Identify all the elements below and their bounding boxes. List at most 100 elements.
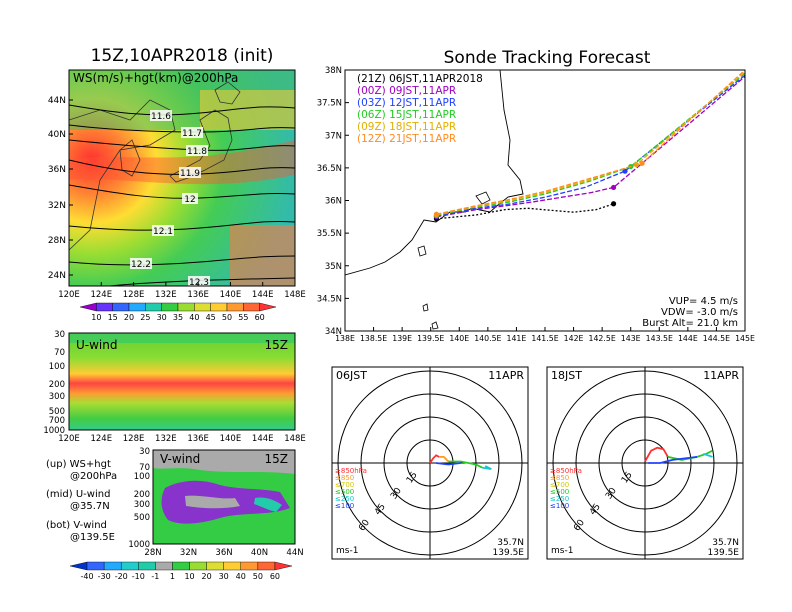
- hodograph-trace: [644, 446, 669, 462]
- hodograph-trace: [439, 456, 450, 463]
- hodograph-unit: ms-1: [336, 546, 358, 556]
- wind-colorbar-label: -1: [151, 572, 159, 581]
- hodograph-time: 18JST: [551, 369, 582, 382]
- hodograph-level-label: ≤700: [550, 481, 569, 489]
- lon-tick-label: 142E: [564, 334, 584, 343]
- hodograph-level-label: ≤500: [550, 488, 569, 496]
- left-title: 15Z,10APR2018 (init): [91, 46, 274, 66]
- info-burst: Burst Alt= 21.0 km: [642, 318, 738, 329]
- uwind-label: U-wind: [76, 338, 117, 352]
- wind-colorbar-cell: [138, 561, 156, 571]
- pressure-tick-label: 300: [134, 500, 150, 510]
- ws-colorbar-label: 20: [124, 313, 134, 322]
- pressure-tick-label: 70: [139, 463, 150, 473]
- hodograph-level-label: ≤850: [550, 474, 569, 482]
- contour-label: 11.8: [187, 147, 207, 157]
- ws-colorbar-cell: [210, 302, 228, 312]
- ws-colorbar-label: 60: [255, 313, 265, 322]
- hodograph-trace: [429, 454, 440, 464]
- ws-colorbar-label: 45: [206, 313, 216, 322]
- wind-colorbar-label: -10: [132, 572, 145, 581]
- info-vup: VUP= 4.5 m/s: [669, 296, 738, 307]
- lon-tick-label: 145E: [735, 334, 755, 343]
- contour-label: 11.6: [151, 112, 171, 122]
- lat-tick-label: 35N: [325, 262, 342, 272]
- ws-map-label: WS(m/s)+hgt(km)@200hPa: [73, 71, 238, 85]
- lon-tick-label: 136E: [187, 290, 209, 300]
- hodograph-unit: ms-1: [551, 546, 573, 556]
- wind-colorbar-cell: [223, 561, 241, 571]
- ws-colorbar-label: 35: [173, 313, 183, 322]
- uwind-field: [69, 333, 295, 430]
- lon-tick-label: 141E: [507, 334, 527, 343]
- ws-colorbar-cell: [145, 302, 162, 312]
- track-marker: [610, 201, 617, 207]
- track-map: [345, 70, 745, 331]
- lat-tick-label: 28N: [144, 548, 161, 558]
- lat-tick-label: 28N: [48, 236, 66, 246]
- track-legend-entry: (00Z) 09JST,11APR: [357, 85, 456, 97]
- wind-colorbar-cell: [274, 561, 293, 571]
- lon-tick-label: 143E: [621, 334, 641, 343]
- ws-colorbar-cell: [194, 302, 211, 312]
- lat-tick-label: 40N: [251, 548, 268, 558]
- wind-colorbar-cell: [103, 561, 122, 571]
- lon-tick-label: 141.5E: [531, 334, 558, 343]
- wind-colorbar-label: 40: [236, 572, 246, 581]
- ws-colorbar-label: 10: [91, 313, 101, 322]
- lon-tick-label: 124E: [90, 434, 112, 444]
- ws-colorbar-cell: [79, 302, 97, 312]
- lon-tick-label: 140E: [220, 434, 242, 444]
- track-legend-entry: (21Z) 06JST,11APR2018: [357, 73, 483, 85]
- info-vdw: VDW= -3.0 m/s: [661, 307, 738, 318]
- lon-tick-label: 148E: [284, 290, 306, 300]
- lon-tick-label: 144E: [678, 334, 698, 343]
- track-marker: [639, 160, 645, 166]
- contour-label: 11.7: [182, 129, 202, 139]
- pressure-tick-label: 300: [49, 392, 65, 402]
- lat-tick-label: 37.5N: [317, 99, 342, 109]
- hodograph-time: 06JST: [336, 369, 367, 382]
- lat-tick-label: 35.5N: [317, 229, 342, 239]
- lon-tick-label: 132E: [155, 434, 177, 444]
- ws-colorbar-label: 15: [108, 313, 118, 322]
- panel-legend-title: (up) WS+hgt: [46, 459, 111, 470]
- ws-colorbar-cell: [112, 302, 130, 312]
- wind-colorbar-label: 1: [170, 572, 175, 581]
- right-title: Sonde Tracking Forecast: [444, 48, 651, 68]
- pressure-tick-label: 100: [134, 472, 150, 482]
- ws-colorbar-cell: [96, 302, 113, 312]
- lat-tick-label: 44N: [48, 96, 66, 106]
- wind-colorbar-label: -20: [115, 572, 128, 581]
- panel-legend-title: (mid) U-wind: [46, 489, 110, 500]
- lat-tick-label: 32N: [48, 201, 66, 211]
- track-start-marker: [433, 211, 440, 217]
- lat-tick-label: 37N: [325, 131, 342, 141]
- track-legend-entry: (06Z) 15JST,11APR: [357, 109, 456, 121]
- wind-colorbar-cell: [155, 561, 173, 571]
- wind-colorbar-label: -30: [98, 572, 111, 581]
- contour-label: 12: [184, 195, 195, 205]
- contour-label: 12.2: [131, 260, 151, 270]
- lat-tick-label: 36N: [215, 548, 232, 558]
- hodograph-level-label: ≤250: [550, 495, 569, 503]
- hodograph-level-label: ≥850hPa: [550, 467, 582, 475]
- wind-colorbar-cell: [86, 561, 105, 571]
- uwind-frame: [68, 332, 296, 431]
- contour-label: 11.9: [180, 169, 200, 179]
- lat-tick-label: 36N: [325, 197, 342, 207]
- lon-tick-label: 139E: [392, 334, 412, 343]
- ws-colorbar-cell: [128, 302, 146, 312]
- lon-tick-label: 148E: [284, 434, 306, 444]
- lon-tick-label: 124E: [90, 290, 112, 300]
- lon-tick-label: 128E: [123, 290, 145, 300]
- wind-colorbar-label: 30: [219, 572, 229, 581]
- hodograph-date: 11APR: [703, 369, 739, 382]
- wind-colorbar-label: 10: [184, 572, 194, 581]
- wind-colorbar-cell: [206, 561, 224, 571]
- lon-tick-label: 140E: [220, 290, 242, 300]
- lon-tick-label: 128E: [123, 434, 145, 444]
- panel-legend-sub: @139.5E: [70, 532, 115, 543]
